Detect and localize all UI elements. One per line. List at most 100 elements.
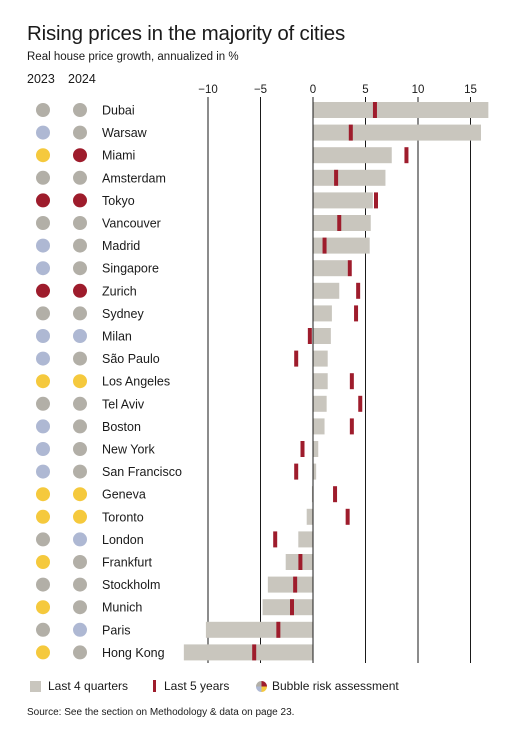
bubble-2023-dot <box>36 329 50 343</box>
bar-last-4-quarters <box>311 486 313 503</box>
city-label: San Francisco <box>102 465 182 479</box>
city-label: Tel Aviv <box>102 397 145 411</box>
bubble-2023-dot <box>36 125 50 140</box>
bubble-2023-dot <box>36 442 50 456</box>
bar-last-4-quarters <box>313 124 481 141</box>
marker-last-5-years <box>334 169 339 186</box>
marker-last-5-years <box>294 463 299 480</box>
bubble-2024-dot <box>73 329 87 343</box>
source-note: Source: See the section on Methodology &… <box>27 707 295 718</box>
bubble-2024-dot <box>73 261 87 276</box>
city-label: Paris <box>102 623 130 637</box>
city-label: Frankfurt <box>102 556 153 570</box>
bubble-2023-dot <box>36 238 50 253</box>
legend-tick-swatch <box>153 680 156 692</box>
bar-last-4-quarters <box>183 644 313 661</box>
bubble-pie-icon <box>256 680 267 692</box>
bubble-2023-dot <box>36 306 50 321</box>
bubble-2023-dot <box>36 532 50 547</box>
bar-last-4-quarters <box>313 441 319 457</box>
bar-last-4-quarters <box>313 192 373 209</box>
legend-last5y-label: Last 5 years <box>164 679 230 693</box>
bubble-2024-dot <box>73 306 87 321</box>
bubble-2023-dot <box>36 148 50 163</box>
legend-last4q: Last 4 quarters <box>30 679 128 693</box>
bar-last-4-quarters <box>306 508 313 525</box>
bubble-2023-dot <box>36 193 50 208</box>
bubble-2023-dot <box>36 645 50 660</box>
marker-last-5-years <box>293 576 298 593</box>
bubble-2024-dot <box>73 442 87 456</box>
bubble-2024-dot <box>73 622 87 637</box>
bar-last-4-quarters <box>313 282 340 299</box>
bubble-2023-dot <box>36 216 50 230</box>
city-label: Madrid <box>102 239 140 253</box>
year-2024-header: 2024 <box>68 72 96 86</box>
bar-last-4-quarters <box>313 395 327 412</box>
marker-last-5-years <box>252 644 257 661</box>
chart-subtitle: Real house price growth, annualized in % <box>27 51 239 63</box>
chart-title: Rising prices in the majority of cities <box>27 22 346 45</box>
marker-last-5-years <box>349 418 354 435</box>
x-tick-label: −5 <box>254 84 267 96</box>
city-label: Sydney <box>102 307 144 321</box>
legend-bubble: Bubble risk assessment <box>256 679 399 693</box>
bubble-2024-dot <box>73 464 87 479</box>
city-label: London <box>102 533 144 547</box>
city-label: Hong Kong <box>102 646 165 660</box>
bubble-2024-dot <box>73 283 87 298</box>
bubble-2024-dot <box>73 577 87 592</box>
bar-last-4-quarters <box>298 531 313 548</box>
bar-last-4-quarters <box>313 215 371 231</box>
city-label: Toronto <box>102 510 144 524</box>
marker-last-5-years <box>298 554 303 570</box>
marker-last-5-years <box>372 102 377 118</box>
x-tick-label: 10 <box>412 84 425 96</box>
bubble-2024-dot <box>73 238 87 253</box>
legend-last5y: Last 5 years <box>153 679 229 693</box>
marker-last-5-years <box>349 373 354 390</box>
bubble-2024-dot <box>73 216 87 230</box>
bar-last-4-quarters <box>267 576 313 593</box>
marker-last-5-years <box>354 305 359 322</box>
x-tick-label: 5 <box>362 84 368 96</box>
bubble-2024-dot <box>73 103 87 117</box>
city-label: Los Angeles <box>102 375 170 389</box>
city-label: Warsaw <box>102 126 148 140</box>
bar-last-4-quarters <box>313 305 332 322</box>
marker-last-5-years <box>374 192 378 209</box>
legend-bubble-label: Bubble risk assessment <box>272 679 399 693</box>
city-label: Zurich <box>102 284 137 298</box>
bubble-2024-dot <box>73 419 87 434</box>
city-label: Vancouver <box>102 217 161 231</box>
marker-last-5-years <box>337 215 342 231</box>
bubble-2024-dot <box>73 600 87 615</box>
bubble-2024-dot <box>73 555 87 569</box>
bubble-2024-dot <box>73 193 87 208</box>
bubble-2023-dot <box>36 396 50 411</box>
bubble-2023-dot <box>36 103 50 117</box>
x-tick-label: 15 <box>464 84 477 96</box>
marker-last-5-years <box>294 350 299 367</box>
bubble-2023-dot <box>36 577 50 592</box>
bubble-2024-dot <box>73 509 87 524</box>
marker-last-5-years <box>348 124 353 141</box>
city-label: Munich <box>102 601 142 615</box>
bubble-2023-dot <box>36 509 50 524</box>
marker-last-5-years <box>307 328 312 344</box>
city-label: Stockholm <box>102 578 160 592</box>
x-tick-label: −10 <box>198 84 218 96</box>
bubble-2023-dot <box>36 600 50 615</box>
bubble-2024-dot <box>73 170 87 185</box>
bubble-2024-dot <box>73 374 87 389</box>
x-tick-label: 0 <box>310 84 316 96</box>
bar-last-4-quarters <box>313 237 370 254</box>
bubble-2023-dot <box>36 283 50 298</box>
bubble-2023-dot <box>36 487 50 502</box>
marker-last-5-years <box>333 486 338 503</box>
city-label: Amsterdam <box>102 171 166 185</box>
city-label: Dubai <box>102 104 135 118</box>
city-label: Miami <box>102 149 135 163</box>
marker-last-5-years <box>273 531 278 548</box>
marker-last-5-years <box>276 621 281 638</box>
